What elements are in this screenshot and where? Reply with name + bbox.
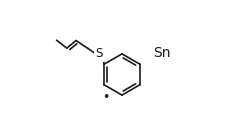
Text: •: • [101, 91, 109, 104]
Text: Sn: Sn [153, 46, 170, 60]
Text: S: S [95, 47, 102, 60]
